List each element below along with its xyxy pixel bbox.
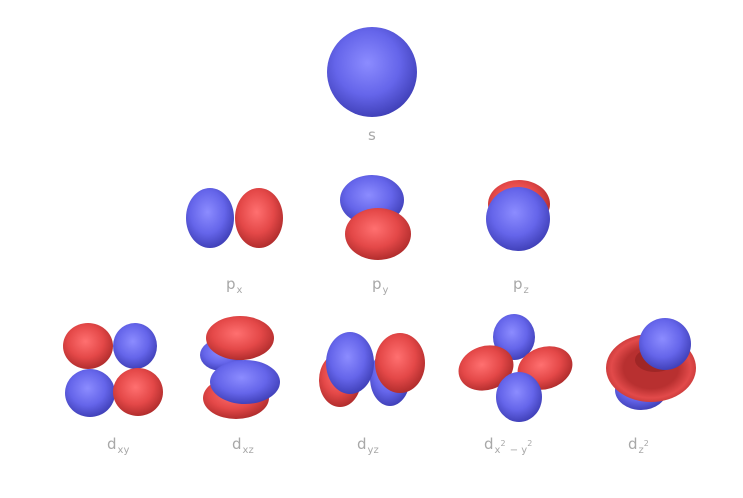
dz2-label-sup: 2 — [643, 439, 649, 448]
dx2y2-red-lobe-left — [458, 345, 514, 391]
dxy-label-main: d — [107, 435, 117, 453]
dz2-label: dz2 — [628, 435, 649, 456]
py-label: py — [372, 275, 388, 296]
dx2y2-label-sup-2: 2 — [527, 439, 533, 448]
dxy-orbital — [63, 323, 163, 417]
dx2y2-label-sub-x: x — [494, 445, 501, 456]
pz-label-sub: z — [523, 285, 529, 296]
s-orbital — [327, 27, 417, 117]
pz-blue-lobe — [486, 187, 550, 251]
pz-orbital — [486, 180, 550, 251]
dxy-blue-lobe-bottom-left — [65, 369, 115, 417]
dxy-label: dxy — [107, 435, 129, 456]
s-lobe — [327, 27, 417, 117]
dz2-label-sub: z — [638, 445, 644, 456]
dxy-red-lobe-top-left — [63, 323, 113, 369]
dz2-orbital — [606, 318, 696, 410]
dxz-blue-lobe-front — [210, 360, 280, 404]
py-red-lobe — [345, 208, 411, 260]
py-orbital — [340, 175, 411, 260]
dxy-red-lobe-bottom-right — [113, 368, 163, 416]
px-red-lobe — [235, 188, 283, 248]
py-label-main: p — [372, 275, 382, 293]
px-blue-lobe — [186, 188, 234, 248]
dz2-label-main: d — [628, 435, 638, 453]
dxz-orbital — [200, 316, 280, 419]
dxz-label-main: d — [232, 435, 242, 453]
dxz-red-lobe-top — [206, 316, 274, 360]
dx2y2-label-main: d — [484, 435, 494, 453]
dyz-red-lobe-front-right — [375, 333, 425, 393]
s-label: s — [368, 126, 376, 144]
px-label-sub: x — [236, 285, 243, 296]
dyz-label-sub: yz — [367, 445, 379, 456]
pz-label: pz — [513, 275, 529, 296]
dz2-blue-lobe-top — [639, 318, 691, 370]
px-orbital — [186, 188, 283, 248]
s-label-main: s — [368, 126, 376, 144]
px-label: px — [226, 275, 242, 296]
dx2y2-label: dx2 − y2 — [484, 435, 532, 456]
dyz-orbital — [319, 332, 425, 407]
dxz-label-sub: xz — [242, 445, 254, 456]
dyz-blue-lobe-front-left — [326, 332, 374, 394]
dx2y2-label-sup-1: 2 — [500, 439, 506, 448]
pz-label-main: p — [513, 275, 523, 293]
py-label-sub: y — [382, 285, 389, 296]
dyz-label: dyz — [357, 435, 379, 456]
dxy-blue-lobe-top-right — [113, 323, 157, 369]
dx2y2-label-sub-mid: − y — [506, 445, 528, 456]
dx2-y2-orbital — [458, 314, 573, 422]
dx2y2-blue-lobe-top — [493, 314, 535, 360]
dxy-label-sub: xy — [117, 445, 130, 456]
px-label-main: p — [226, 275, 236, 293]
dx2y2-blue-lobe-bottom — [496, 372, 542, 422]
dyz-label-main: d — [357, 435, 367, 453]
dxz-label: dxz — [232, 435, 254, 456]
